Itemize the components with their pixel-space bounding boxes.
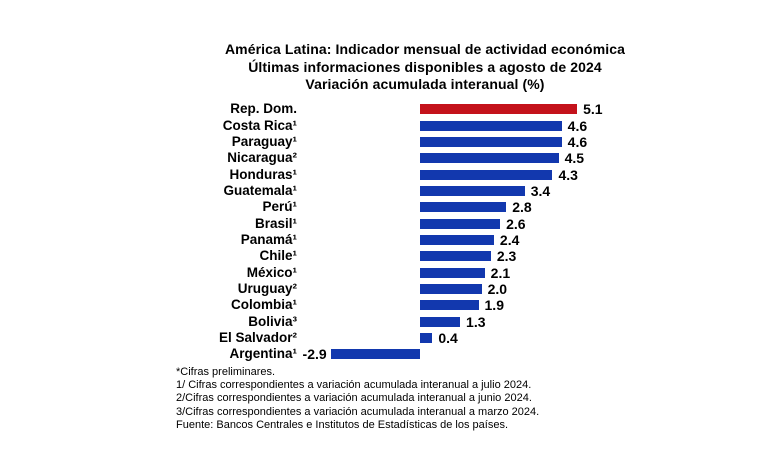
category-label: Guatemala¹ [223, 182, 297, 198]
category-label: Paraguay¹ [231, 133, 297, 149]
bar [420, 169, 553, 180]
category-label: Bolivia³ [248, 313, 297, 329]
bar-row: Paraguay¹ 4.6 [0, 134, 768, 150]
footnotes: *Cifras preliminares. 1/ Cifras correspo… [176, 366, 646, 432]
bar-row: El Salvador² 0.4 [0, 330, 768, 346]
value-label: 1.3 [466, 313, 486, 330]
bar-row: Nicaragua² 4.5 [0, 150, 768, 166]
bar-row: Uruguay² 2.0 [0, 281, 768, 297]
bar [420, 153, 559, 164]
chart-title-line-1: América Latina: Indicador mensual de act… [224, 41, 626, 57]
bar [420, 235, 494, 246]
value-label: 5.1 [583, 101, 603, 118]
category-label: El Salvador² [218, 329, 297, 345]
bar-row: México¹ 2.1 [0, 265, 768, 281]
value-label: -2.9 [302, 346, 327, 363]
bar [420, 104, 578, 115]
category-label: Chile¹ [259, 248, 297, 264]
value-label: 2.0 [487, 280, 508, 297]
value-label: 4.5 [564, 150, 585, 167]
value-label: 3.4 [530, 182, 551, 199]
value-label: 4.3 [558, 166, 578, 183]
bar-row: Rep. Dom. 5.1 [0, 101, 768, 117]
bar [420, 333, 433, 344]
bar [420, 284, 482, 295]
bar [420, 120, 562, 131]
value-label: 0.4 [438, 329, 458, 346]
category-label: Argentina¹ [229, 346, 298, 362]
chart-title: América Latina: Indicador mensual de act… [105, 41, 745, 94]
bar [330, 349, 420, 360]
category-label: Honduras¹ [229, 166, 298, 182]
bar [420, 218, 501, 229]
bar-row: Colombia¹ 1.9 [0, 297, 768, 313]
bar-row: Panamá¹ 2.4 [0, 232, 768, 248]
category-label: Rep. Dom. [230, 101, 297, 117]
bar [420, 202, 507, 213]
value-label: 2.6 [506, 215, 526, 232]
bar-row: Guatemala¹ 3.4 [0, 183, 768, 199]
bar-row: Perú¹ 2.8 [0, 199, 768, 215]
bar-row: Argentina¹ -2.9 [0, 346, 768, 362]
bar [420, 316, 461, 327]
category-label: Costa Rica¹ [222, 117, 297, 133]
bar-row: Honduras¹ 4.3 [0, 167, 768, 183]
value-label: 1.9 [484, 297, 504, 314]
category-label: Panamá¹ [240, 231, 297, 247]
bar-row: Costa Rica¹ 4.6 [0, 118, 768, 134]
bar-row: Bolivia³ 1.3 [0, 314, 768, 330]
bar [420, 251, 491, 262]
value-label: 2.3 [496, 248, 517, 265]
category-label: Brasil¹ [254, 215, 297, 231]
category-label: Perú¹ [262, 199, 297, 215]
value-label: 2.4 [499, 231, 520, 248]
chart-title-line-3: Variación acumulada interanual (%) [305, 76, 545, 92]
footnote-source: Fuente: Bancos Centrales e Institutos de… [176, 418, 509, 431]
bar [420, 137, 562, 148]
value-label: 2.1 [490, 264, 511, 281]
bar [420, 300, 479, 311]
footnote-3: 3/Cifras correspondientes a variación ac… [176, 405, 540, 418]
value-label: 4.6 [567, 133, 588, 150]
bar-row: Brasil¹ 2.6 [0, 216, 768, 232]
category-label: Nicaragua² [227, 150, 297, 166]
category-label: Uruguay² [237, 280, 297, 296]
value-label: 4.6 [567, 117, 588, 134]
footnote-1: 1/ Cifras correspondientes a variación a… [176, 379, 532, 392]
bar [420, 267, 485, 278]
footnote-2: 2/Cifras correspondientes a variación ac… [176, 392, 532, 405]
bar [420, 186, 525, 197]
value-label: 2.8 [512, 199, 532, 216]
category-label: Colombia¹ [231, 297, 297, 313]
category-label: México¹ [246, 264, 297, 280]
bar-row: Chile¹ 2.3 [0, 248, 768, 264]
footnote-preliminary: *Cifras preliminares. [176, 366, 276, 378]
chart-title-line-2: Últimas informaciones disponibles a agos… [248, 58, 602, 75]
